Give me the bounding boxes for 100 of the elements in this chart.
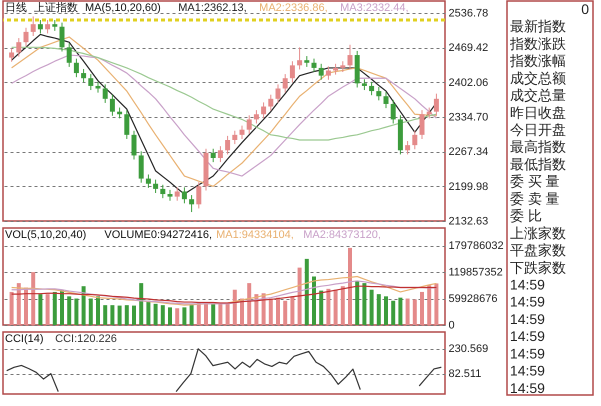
bar xyxy=(146,300,150,325)
text: 昨日收盘 xyxy=(510,104,566,120)
bar xyxy=(290,296,294,325)
bar xyxy=(240,298,244,325)
text: 委 买 量 xyxy=(510,173,560,190)
bar xyxy=(340,286,345,325)
candlestick xyxy=(376,86,382,101)
bar xyxy=(384,296,388,325)
bar xyxy=(52,292,57,325)
candlestick xyxy=(196,182,202,209)
bar xyxy=(276,298,280,325)
text: 14:59 xyxy=(510,345,546,362)
bar xyxy=(10,292,14,325)
annotation: MA(5,10,20,60) xyxy=(85,2,161,14)
candlestick xyxy=(153,179,158,194)
candlestick xyxy=(312,58,316,73)
bar xyxy=(218,304,222,325)
bar xyxy=(60,290,64,325)
candlestick xyxy=(405,140,410,155)
text: 14:59 xyxy=(510,362,546,379)
y-tick-label: 2334.70 xyxy=(448,111,488,124)
bar xyxy=(283,300,288,325)
bar xyxy=(204,304,208,325)
candlestick xyxy=(333,63,338,76)
candlestick xyxy=(96,81,100,94)
candlestick xyxy=(240,125,244,140)
candlestick xyxy=(326,66,331,80)
line-series xyxy=(11,286,437,304)
candlestick xyxy=(60,22,64,52)
bar xyxy=(268,298,273,325)
candlestick xyxy=(282,74,288,94)
bar xyxy=(124,305,129,325)
candlestick xyxy=(117,107,122,119)
bar xyxy=(420,292,424,325)
text: 0 xyxy=(581,0,590,17)
bar xyxy=(334,290,338,325)
y-tick-label: 2469.42 xyxy=(448,42,488,54)
text: 委 比 xyxy=(510,208,542,224)
annotation: VOLUME0:94272416, xyxy=(104,229,212,241)
bar xyxy=(46,294,50,325)
text: 指数涨幅 xyxy=(508,52,566,69)
candlestick xyxy=(52,20,58,32)
candlestick xyxy=(276,84,280,104)
candlestick xyxy=(74,58,79,78)
text: 下跌家数 xyxy=(510,259,566,276)
candlestick xyxy=(16,38,22,58)
candlestick xyxy=(66,42,72,68)
candlestick xyxy=(426,107,432,119)
y-tick-label: 179786032 xyxy=(448,240,504,252)
text: 平盘家数 xyxy=(510,242,566,258)
y-tick-label: 230.569 xyxy=(448,343,488,356)
candlestick xyxy=(132,130,136,160)
text: MA2:2336.86, xyxy=(259,2,328,14)
candlestick xyxy=(390,99,396,124)
candlestick xyxy=(384,92,388,109)
bar xyxy=(110,305,114,325)
candlestick xyxy=(146,174,151,188)
candlestick xyxy=(210,148,216,163)
bar xyxy=(427,285,432,325)
text: 指数涨跌 xyxy=(508,35,566,52)
y-tick-label: 119857352 xyxy=(448,266,503,279)
candlestick xyxy=(369,81,374,96)
bar xyxy=(226,302,230,325)
text: MA3:2332.44, xyxy=(340,2,409,14)
candlestick xyxy=(232,130,238,145)
text: 最高指数 xyxy=(510,138,566,155)
candlestick xyxy=(225,135,230,155)
bar xyxy=(391,300,396,325)
candlestick xyxy=(412,130,418,150)
bar xyxy=(247,283,252,325)
text: 14:59 xyxy=(510,276,546,293)
text: 委 卖 量 xyxy=(510,190,560,206)
candlestick xyxy=(110,94,115,116)
bar xyxy=(211,304,216,325)
bar xyxy=(326,288,330,325)
text: 上涨家数 xyxy=(510,224,566,241)
chart-title: CCI(14) xyxy=(5,333,44,345)
y-tick-label: 0 xyxy=(448,320,455,332)
bar xyxy=(16,283,21,325)
bar xyxy=(196,302,201,325)
candlestick xyxy=(254,110,259,124)
line-series xyxy=(11,276,437,306)
candlestick xyxy=(38,20,43,34)
y-tick-label: 59928676 xyxy=(448,293,498,306)
y-tick-label: 2536.78 xyxy=(448,7,488,20)
candlestick xyxy=(160,184,166,199)
bar xyxy=(319,290,324,325)
bar xyxy=(38,294,42,325)
bar xyxy=(434,283,438,325)
line-series xyxy=(11,280,437,304)
text: 14:59 xyxy=(510,380,546,396)
text: MA1:2362.13, xyxy=(178,2,247,14)
bar xyxy=(139,283,144,325)
chart-title: 日线 xyxy=(5,1,27,14)
candlestick xyxy=(102,84,108,104)
bar xyxy=(406,298,410,325)
text: 14:59 xyxy=(510,310,546,327)
y-tick-label: 2199.98 xyxy=(448,180,488,193)
chart-subtitle: 上证指数 xyxy=(34,1,78,14)
candlestick xyxy=(297,46,302,70)
